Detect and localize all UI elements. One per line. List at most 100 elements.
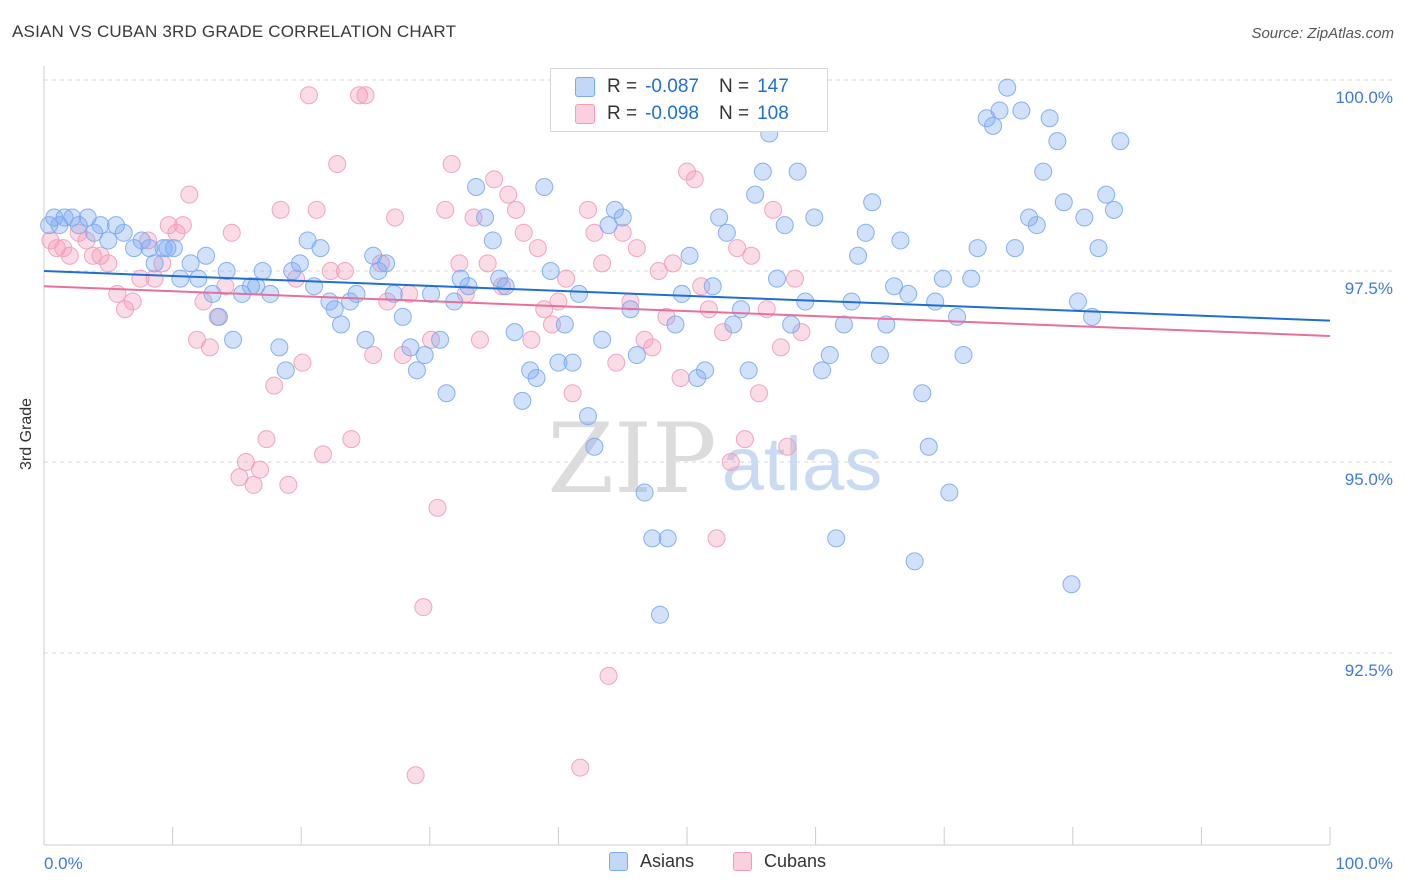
data-point-asians [415, 346, 434, 365]
data-point-asians [1027, 216, 1046, 235]
data-point-cubans [356, 86, 375, 105]
data-point-asians [724, 315, 743, 334]
data-point-asians [605, 200, 624, 219]
data-point-cubans [635, 330, 654, 349]
data-point-cubans [167, 223, 186, 242]
trend-lines [43, 270, 1331, 337]
data-point-cubans [77, 231, 96, 250]
data-point-asians [998, 78, 1017, 97]
legend-r-value: -0.098 [645, 103, 699, 124]
data-point-cubans [116, 300, 135, 319]
data-point-cubans [60, 246, 79, 265]
watermark-atlas: atlas [722, 422, 883, 507]
data-point-cubans [422, 330, 441, 349]
legend-swatch-asians [609, 852, 628, 871]
data-point-cubans [514, 223, 533, 242]
data-point-asians [189, 269, 208, 288]
data-point-asians [782, 315, 801, 334]
data-point-asians [311, 239, 330, 258]
data-point-asians [635, 483, 654, 502]
data-point-asians [885, 277, 904, 296]
data-point-cubans [571, 758, 590, 777]
data-point-asians [347, 284, 366, 303]
data-point-asians [114, 223, 133, 242]
data-point-asians [1034, 162, 1053, 181]
data-point-asians [356, 330, 375, 349]
data-point-asians [768, 269, 787, 288]
data-point-asians [717, 223, 736, 242]
data-point-asians [63, 208, 82, 227]
data-point-cubans [771, 338, 790, 357]
data-point-cubans [742, 246, 761, 265]
data-point-asians [827, 529, 846, 548]
data-point-cubans [599, 666, 618, 685]
data-point-cubans [506, 200, 525, 219]
data-point-cubans [685, 170, 704, 189]
data-point-cubans [123, 292, 142, 311]
data-point-asians [658, 529, 677, 548]
data-point-asians [703, 277, 722, 296]
data-point-asians [1089, 239, 1108, 258]
data-point-cubans [173, 216, 192, 235]
grid-lines [44, 79, 1392, 654]
data-point-cubans [778, 437, 797, 456]
data-point-cubans [442, 155, 461, 174]
data-point-asians [834, 315, 853, 334]
data-point-asians [1111, 132, 1130, 151]
legend-item-asians[interactable]: Asians [609, 851, 694, 872]
legend-item-cubans[interactable]: Cubans [733, 851, 826, 872]
data-point-asians [613, 208, 632, 227]
data-point-asians [775, 216, 794, 235]
data-point-cubans [663, 254, 682, 273]
data-point-cubans [159, 216, 178, 235]
data-point-asians [369, 262, 388, 280]
data-point-asians [813, 361, 832, 380]
data-point-asians [197, 246, 216, 265]
data-point-asians [990, 101, 1009, 120]
data-point-asians [926, 292, 945, 311]
data-point-cubans [792, 323, 811, 342]
data-point-asians [535, 177, 554, 196]
data-point-asians [125, 239, 144, 258]
data-point-asians [377, 254, 396, 273]
legend-r-label: R = [607, 103, 638, 124]
data-point-cubans [244, 475, 263, 494]
data-point-cubans [414, 598, 433, 617]
data-point-asians [85, 223, 104, 242]
data-point-cubans [364, 346, 383, 365]
data-point-asians [962, 269, 981, 288]
data-point-asians [224, 330, 243, 349]
data-point-asians [407, 361, 426, 380]
y-tick-label: 97.5% [1345, 279, 1393, 298]
data-point-asians [1104, 200, 1123, 219]
data-point-asians [521, 361, 540, 380]
data-point-cubans [328, 155, 347, 174]
data-point-asians [107, 216, 126, 235]
data-point-asians [593, 330, 612, 349]
data-point-cubans [236, 453, 255, 471]
data-point-asians [1020, 208, 1039, 227]
data-point-asians [145, 254, 164, 273]
legend-r-value: -0.087 [645, 76, 699, 97]
data-point-asians [181, 254, 200, 273]
stats-legend: R = -0.087 N = 147 R = -0.098 N = 108 [550, 68, 828, 132]
data-point-cubans [54, 239, 73, 258]
data-point-asians [99, 231, 118, 250]
data-point-cubans [406, 766, 425, 785]
data-point-asians [913, 384, 932, 403]
data-point-cubans [99, 254, 118, 273]
data-point-asians [290, 254, 309, 273]
data-point-asians [968, 239, 987, 258]
data-point-asians [422, 284, 441, 303]
data-point-cubans [350, 86, 369, 105]
data-point-cubans [499, 185, 518, 204]
data-point-asians [467, 177, 486, 196]
data-point-asians [984, 116, 1003, 135]
chart-source: Source: ZipAtlas.com [1251, 25, 1394, 42]
data-point-asians [666, 315, 685, 334]
data-point-cubans [180, 185, 199, 204]
data-point-asians [437, 384, 456, 403]
data-point-asians [746, 185, 765, 204]
data-point-cubans [522, 330, 541, 349]
data-point-asians [899, 284, 918, 303]
